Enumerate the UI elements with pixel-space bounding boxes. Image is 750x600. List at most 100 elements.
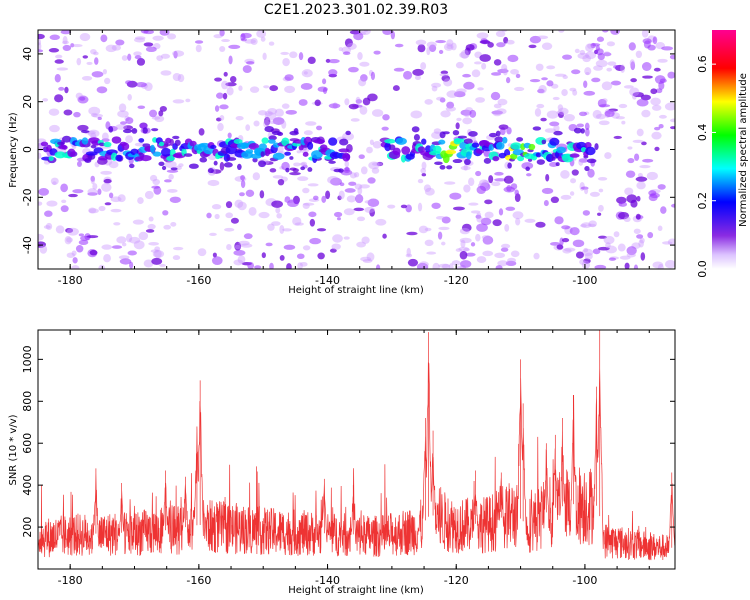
snr-x-ticks: -180 -160 -140 -120 -100 — [37, 330, 650, 587]
snr-x-tick-label: -140 — [315, 574, 340, 587]
noise-blob — [242, 65, 252, 73]
noise-blob — [544, 128, 557, 133]
noise-blob — [431, 131, 443, 139]
noise-blob — [369, 208, 375, 217]
noise-blob — [72, 189, 84, 194]
colorbar: 0.0 0.2 0.4 0.6 Normalized spectral amplitu… — [696, 30, 749, 278]
noise-blob — [164, 160, 177, 169]
noise-blob — [336, 217, 341, 221]
noise-blob — [506, 39, 515, 45]
noise-blob — [97, 188, 102, 195]
signal-halo-blob — [586, 158, 597, 164]
noise-blob — [46, 200, 58, 207]
noise-blob — [55, 54, 63, 59]
signal-halo-blob — [439, 164, 446, 170]
noise-blob — [450, 42, 457, 51]
noise-blob — [299, 162, 306, 166]
noise-blob — [661, 241, 673, 245]
signal-blob — [158, 141, 165, 147]
noise-blob — [90, 48, 97, 55]
noise-blob — [630, 199, 638, 208]
signal-halo-blob — [345, 130, 351, 136]
spectrogram-x-tick-label: -180 — [58, 274, 83, 287]
noise-blob — [97, 116, 102, 120]
noise-blob — [134, 36, 146, 40]
noise-blob — [358, 154, 365, 160]
signal-blob — [139, 155, 152, 162]
signal-blob — [189, 140, 197, 147]
snr-x-tick-label: -180 — [58, 574, 83, 587]
noise-blob — [271, 221, 281, 226]
noise-blob — [108, 192, 114, 199]
noise-blob — [424, 227, 432, 232]
noise-blob — [317, 252, 325, 260]
noise-blob — [400, 204, 408, 209]
noise-blob — [108, 160, 119, 169]
noise-blob — [585, 51, 597, 60]
noise-blob — [263, 85, 270, 89]
noise-blob — [657, 184, 666, 190]
noise-blob — [370, 71, 376, 81]
signal-halo-blob — [551, 156, 556, 161]
noise-blob — [219, 161, 225, 171]
noise-blob — [279, 255, 285, 261]
noise-blob — [597, 246, 610, 251]
noise-blob — [63, 109, 73, 116]
noise-blob — [465, 44, 475, 51]
noise-blob — [592, 109, 602, 119]
noise-blob — [172, 99, 185, 104]
noise-blob — [353, 172, 360, 178]
noise-blob — [152, 35, 164, 41]
noise-blob — [583, 80, 588, 88]
noise-blob — [219, 104, 229, 110]
signal-blob — [535, 152, 542, 158]
noise-blob — [362, 258, 373, 264]
noise-blob — [443, 78, 453, 87]
noise-blob — [661, 46, 674, 51]
noise-blob — [87, 188, 98, 196]
noise-blob — [247, 261, 255, 269]
noise-blob — [307, 56, 316, 65]
noise-blob — [633, 228, 641, 234]
noise-blob — [536, 35, 549, 40]
noise-blob — [417, 44, 426, 53]
noise-blob — [571, 169, 579, 176]
noise-blob — [39, 245, 48, 254]
noise-blob — [38, 201, 43, 206]
noise-blob — [167, 188, 178, 193]
noise-blob — [185, 98, 191, 103]
noise-blob — [642, 158, 654, 163]
noise-blob — [505, 260, 517, 266]
noise-blob — [101, 138, 110, 142]
noise-blob — [597, 212, 602, 216]
noise-blob — [64, 236, 72, 245]
noise-blob — [455, 61, 464, 69]
noise-blob — [440, 110, 451, 118]
noise-blob — [82, 55, 89, 59]
noise-blob — [424, 187, 435, 196]
noise-blob — [482, 235, 494, 245]
signal-blob — [502, 136, 508, 144]
spectrogram-blobs — [38, 30, 675, 269]
noise-blob — [470, 242, 476, 247]
noise-blob — [364, 200, 372, 204]
noise-blob — [277, 178, 285, 186]
noise-blob — [287, 199, 299, 208]
noise-blob — [601, 81, 613, 91]
noise-blob — [194, 40, 204, 44]
noise-blob — [535, 63, 544, 71]
noise-blob — [160, 53, 171, 59]
noise-blob — [497, 68, 509, 74]
signal-blob — [261, 137, 269, 144]
noise-blob — [348, 103, 359, 110]
noise-blob — [493, 103, 502, 109]
noise-blob — [102, 68, 107, 75]
snr-x-tick-label: -160 — [186, 574, 211, 587]
noise-blob — [587, 223, 597, 227]
noise-blob — [549, 121, 560, 127]
noise-blob — [569, 227, 580, 236]
noise-blob — [207, 179, 220, 187]
noise-blob — [594, 264, 607, 269]
signal-blob — [488, 144, 495, 151]
noise-blob — [76, 160, 82, 168]
